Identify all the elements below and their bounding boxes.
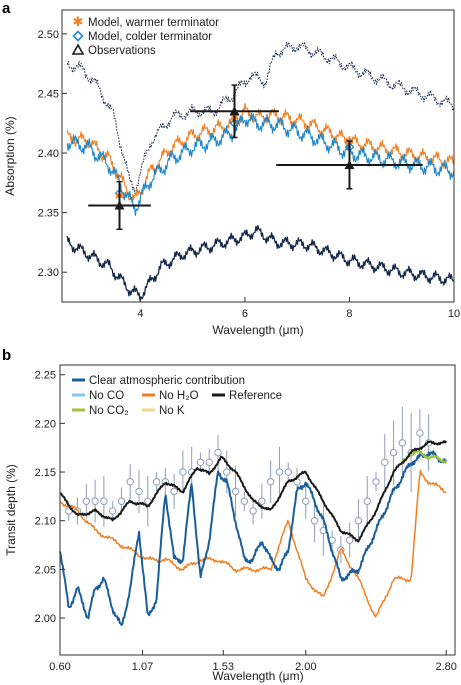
panel-b-obs-point: [170, 487, 178, 496]
panel-a-xtick-label: 4: [137, 308, 143, 320]
panel-a-ytick-label: 2.35: [38, 208, 59, 220]
asterisk-icon: ✱: [73, 14, 84, 29]
panel-b-obs-point: [126, 478, 134, 486]
panel-b-obs-point: [214, 448, 222, 457]
panel-b-obs-point: [196, 458, 205, 467]
panel-b-legend-label: Clear atmospheric contribution: [89, 375, 245, 387]
panel-b-legend: Clear atmospheric contribution No CO No H₂…: [72, 375, 282, 417]
panel-b-obs-point: [108, 507, 117, 515]
panel-b-xtick-label: 2.00: [295, 661, 316, 673]
panel-b-obs-point: [354, 517, 363, 525]
panel-b-obs-point: [302, 497, 310, 505]
panel-b-xtick-label: 1.07: [132, 661, 153, 673]
panel-b-ytick-label: 2.25: [35, 370, 56, 382]
panel-b-ytick-label: 2.15: [35, 467, 56, 479]
panel-b-series-reference: [59, 440, 447, 543]
panel-b-label: b: [2, 347, 11, 364]
panel-b-legend-label: Reference: [229, 390, 282, 402]
panel-b-obs-point: [100, 497, 108, 505]
panel-b-legend-label: No K: [159, 405, 185, 417]
panel-a-frame: [61, 9, 455, 303]
panel-a-legend-label: Observations: [88, 45, 156, 57]
panel-a-legend: ✱ Model, warmer terminator Model, colder t…: [71, 14, 219, 57]
panel-b-obs-point: [398, 439, 407, 447]
panel-b-obs-point: [135, 487, 143, 496]
panel-b-x-axis-label: Wavelength (μm): [212, 669, 303, 683]
panel-b-legend-label: No CO: [89, 390, 124, 402]
panel-b-obs-point: [381, 458, 389, 467]
panel-b-chart: 0.60 1.07 1.53 2.00 2.80 2.00 2.05 2.10 2.15 2.20…: [4, 364, 457, 683]
panel-b-obs-point: [117, 497, 126, 505]
panel-b-obs-point: [223, 468, 231, 476]
panel-b-obs-point: [363, 497, 371, 505]
panel-a-legend-label: Model, colder terminator: [88, 31, 212, 43]
panel-b-obs-point: [310, 517, 319, 525]
panel-a-obs-triangle: [344, 159, 355, 169]
panel-b-obs-point: [372, 478, 380, 486]
panel-a-obs-triangle: [229, 106, 240, 116]
panel-a-xtick-label: 6: [242, 308, 248, 320]
panel-a-series-cold: [66, 112, 455, 217]
panel-b-xtick-label: 1.53: [213, 661, 234, 673]
panel-b-obs-point: [266, 478, 275, 486]
panel-a-xtick-label: 10: [448, 308, 460, 320]
panel-b-series-noH2O: [59, 469, 447, 618]
triangle-icon: [71, 43, 85, 55]
panel-b-y-axis-label: Transit depth (%): [4, 464, 18, 556]
panel-a-label: a: [2, 0, 11, 17]
panel-b-legend-label: No H₂O: [159, 390, 199, 402]
panel-a-ytick-label: 2.50: [38, 29, 59, 41]
panel-b-obs-point: [205, 458, 213, 467]
panel-a-xtick-label: 8: [346, 308, 352, 320]
panel-b-xtick-label: 2.80: [436, 661, 457, 673]
panel-b-obs-point: [284, 468, 292, 476]
panel-b-obs-point: [275, 468, 284, 476]
diamond-icon: [72, 30, 84, 42]
panel-b-ytick-label: 2.10: [35, 516, 56, 528]
panel-a-ytick-label: 2.40: [38, 148, 59, 160]
panel-b-xtick-label: 0.60: [49, 661, 70, 673]
panel-b-legend-label: No CO₂: [89, 405, 129, 417]
panel-a-x-axis-label: Wavelength (μm): [212, 323, 303, 337]
panel-b-obs-point: [91, 497, 99, 505]
panel-a-ytick-label: 2.30: [38, 267, 59, 279]
panel-b-ytick-label: 2.00: [35, 613, 56, 625]
panel-b-frame: [59, 364, 456, 656]
panel-b-obs-point: [152, 478, 161, 486]
panel-b-obs-point: [82, 497, 91, 505]
panel-a-legend-label: Model, warmer terminator: [88, 17, 219, 29]
panel-b-ytick-label: 2.05: [35, 564, 56, 576]
panel-b-obs-point: [258, 497, 266, 505]
panel-b-obs-point: [389, 448, 398, 457]
panel-b-obs-point: [345, 536, 354, 544]
panel-a-ytick-label: 2.45: [38, 88, 59, 100]
panel-a-y-axis-label: Absorption (%): [3, 116, 17, 195]
panel-b-obs-point: [231, 487, 240, 496]
panel-b-series-clear: [59, 450, 448, 627]
panel-b-ytick-label: 2.20: [35, 418, 56, 430]
panel-a-obs-triangle: [114, 200, 125, 210]
panel-b-obs-point: [179, 468, 187, 476]
panel-a-series-warm: [66, 102, 455, 203]
panel-a-series-dark: [66, 224, 455, 302]
panel-a-series-dotted: [66, 41, 455, 195]
panel-b-obs-point: [249, 507, 257, 515]
panel-b-obs-point: [416, 429, 424, 437]
panel-b-obs-point: [240, 497, 249, 505]
